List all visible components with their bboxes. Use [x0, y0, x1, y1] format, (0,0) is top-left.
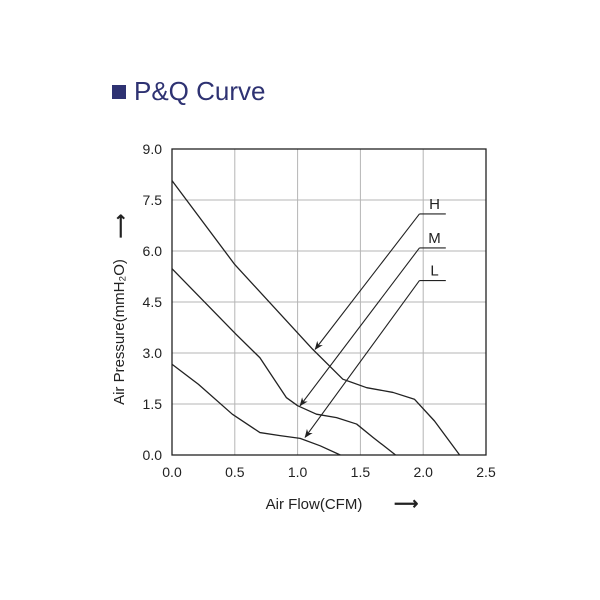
x-axis-arrow-icon: ⟶: [394, 494, 418, 513]
y-tick-label: 9.0: [143, 141, 163, 157]
plot-frame: [171, 148, 487, 456]
annotation-label-M: M: [428, 230, 441, 247]
y-axis-arrow-icon: ⟶: [111, 214, 130, 238]
y-tick-label: 3.0: [143, 345, 163, 361]
annotation-arrow: [314, 213, 420, 350]
y-tick-label: 0.0: [143, 447, 163, 463]
x-tick-label: 0.5: [225, 464, 245, 480]
x-tick-label: 2.0: [413, 464, 433, 480]
x-tick-label: 0.0: [162, 464, 182, 480]
x-axis-label: Air Flow(CFM): [266, 496, 363, 513]
y-tick-label: 1.5: [143, 396, 163, 412]
y-tick-label: 6.0: [143, 243, 163, 259]
series-line-L: [171, 363, 341, 456]
annotation-arrow: [299, 247, 420, 407]
series-line-H: [171, 180, 461, 456]
title-square-icon: [112, 84, 126, 99]
y-tick-label: 4.5: [143, 294, 163, 310]
y-axis-label: Air Pressure(mmH₂O): [111, 259, 128, 405]
y-tick-label: 7.5: [143, 192, 163, 208]
chart-title-text: P&Q Curve: [134, 76, 266, 106]
annotation-arrow: [304, 280, 420, 439]
chart-title: P&Q Curve: [112, 76, 266, 107]
x-tick-label: 1.5: [351, 464, 371, 480]
annotation-label-H: H: [429, 196, 440, 213]
annotation-label-L: L: [430, 263, 438, 280]
series-line-M: [171, 268, 396, 456]
x-tick-label: 1.0: [288, 464, 308, 480]
x-tick-label: 2.5: [476, 464, 496, 480]
